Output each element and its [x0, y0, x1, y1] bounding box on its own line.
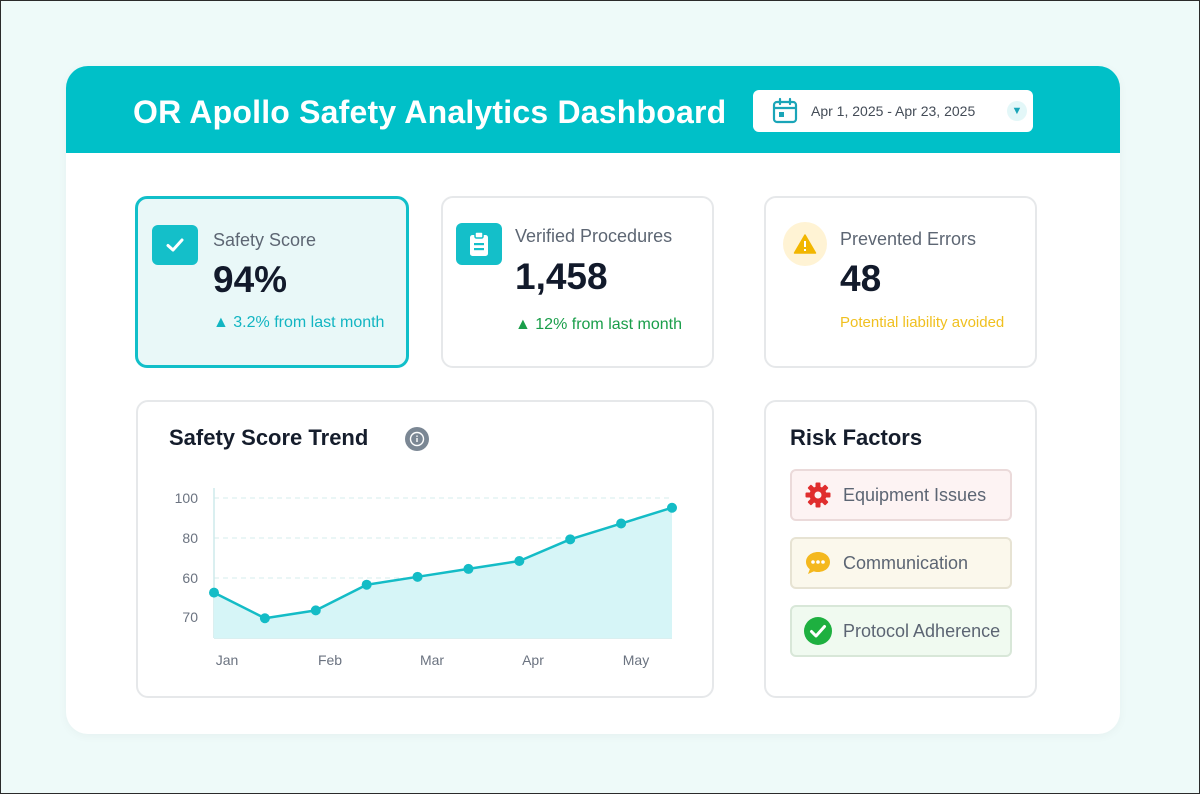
check-circle-icon — [803, 616, 833, 646]
x-tick-label: Apr — [522, 652, 544, 668]
series-line — [213, 506, 673, 620]
stat-card-verified-procedures[interactable]: Verified Procedures 1,458 ▲ 12% from las… — [441, 196, 714, 368]
calendar-icon — [772, 97, 798, 124]
stat-card-safety-score[interactable]: Safety Score 94% ▲ 3.2% from last month — [135, 196, 409, 368]
x-tick-label: Mar — [420, 652, 444, 668]
risk-title: Risk Factors — [790, 425, 923, 450]
chevron-down-icon[interactable]: ▼ — [1007, 101, 1027, 121]
risk-item-equipment[interactable]: Equipment Issues — [790, 469, 1012, 521]
header-bar: OR Apollo Safety Analytics Dashboard Apr… — [66, 66, 1120, 153]
stat-change: ▲ 3.2% from last month — [213, 314, 385, 331]
warning-icon — [783, 222, 827, 266]
gear-icon — [803, 480, 833, 510]
data-point — [463, 563, 474, 574]
data-point — [310, 605, 321, 616]
data-point — [361, 579, 372, 590]
trend-title: Safety Score Trend — [169, 425, 369, 450]
risk-item-communication[interactable]: Communication — [790, 537, 1012, 589]
safety-score-chart: 100 80 60 70 Jan Feb Mar Apr May — [175, 488, 677, 668]
x-tick-label: May — [623, 652, 649, 668]
data-point — [667, 502, 677, 513]
stat-change: ▲ 12% from last month — [515, 316, 683, 333]
data-point — [209, 587, 219, 598]
risk-item-protocol[interactable]: Protocol Adherence — [790, 605, 1012, 657]
info-icon[interactable] — [404, 426, 430, 452]
x-tick-label: Feb — [318, 652, 342, 668]
y-tick-label: 60 — [182, 570, 198, 586]
stat-label: Verified Procedures — [515, 226, 673, 246]
clipboard-icon — [456, 223, 502, 265]
data-point — [259, 613, 270, 624]
data-point — [565, 534, 576, 545]
stat-card-prevented-errors[interactable]: Prevented Errors 48 Potential liability … — [764, 196, 1037, 368]
stat-value: 48 — [840, 258, 882, 299]
risk-label: Protocol Adherence — [843, 620, 1001, 641]
stat-value: 1,458 — [515, 256, 608, 297]
y-tick-label: 70 — [182, 609, 198, 625]
data-point — [514, 556, 525, 567]
stat-value: 94% — [213, 259, 288, 300]
y-tick-label: 80 — [182, 530, 198, 546]
y-tick-label: 100 — [175, 490, 199, 506]
trend-panel: Safety Score Trend 100 80 60 70 Jan Feb Mar Apr… — [136, 400, 714, 698]
risk-label: Communication — [843, 552, 969, 573]
data-point — [616, 518, 627, 529]
page-title: OR Apollo Safety Analytics Dashboard — [133, 94, 727, 130]
check-icon — [152, 225, 198, 265]
risk-label: Equipment Issues — [843, 484, 987, 505]
x-tick-label: Jan — [216, 652, 239, 668]
date-range-text: Apr 1, 2025 - Apr 23, 2025 — [811, 103, 976, 119]
chat-bubble-icon — [803, 548, 833, 578]
date-range-picker[interactable]: Apr 1, 2025 - Apr 23, 2025 ▼ — [753, 90, 1033, 132]
stat-label: Safety Score — [213, 230, 317, 250]
data-point — [412, 571, 423, 582]
risk-panel: Risk Factors Equipment Issues — [764, 400, 1037, 698]
stat-label: Prevented Errors — [840, 229, 977, 249]
stat-note: Potential liability avoided — [840, 314, 1005, 331]
